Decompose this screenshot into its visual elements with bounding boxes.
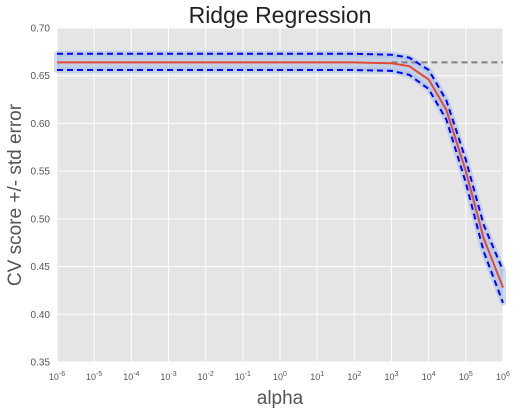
y-tick-labels: 0.35 0.40 0.45 0.50 0.55 0.60 0.65 0.70 [31,24,51,369]
x-tick-label: 10-1 [235,371,251,382]
x-tick-labels: 10-6 10-5 10-4 10-3 10-2 10-1 100 101 102 103 104 1… [49,371,510,382]
x-tick-label: 101 [310,371,324,382]
x-tick-label: 10-6 [49,371,65,382]
chart-title: Ridge Regression [189,2,372,28]
x-tick-label: 102 [347,371,361,382]
x-tick-label: 10-2 [198,371,214,382]
y-tick-label: 0.70 [31,24,51,35]
y-tick-label: 0.35 [31,358,51,369]
x-tick-label: 10-5 [86,371,102,382]
y-axis-label: CV score +/- std error [5,103,26,286]
x-tick-label: 104 [422,371,436,382]
x-tick-label: 10-3 [160,371,176,382]
y-tick-label: 0.45 [31,262,51,273]
y-tick-label: 0.50 [31,214,51,225]
x-tick-label: 105 [459,371,473,382]
x-tick-label: 10-4 [123,371,139,382]
x-tick-label: 106 [496,371,510,382]
y-tick-label: 0.55 [31,167,51,178]
y-tick-label: 0.60 [31,119,51,130]
y-tick-label: 0.65 [31,71,51,82]
x-axis-label: alpha [257,388,304,409]
x-tick-label: 103 [385,371,399,382]
x-tick-label: 100 [273,371,287,382]
y-tick-label: 0.40 [31,310,51,321]
